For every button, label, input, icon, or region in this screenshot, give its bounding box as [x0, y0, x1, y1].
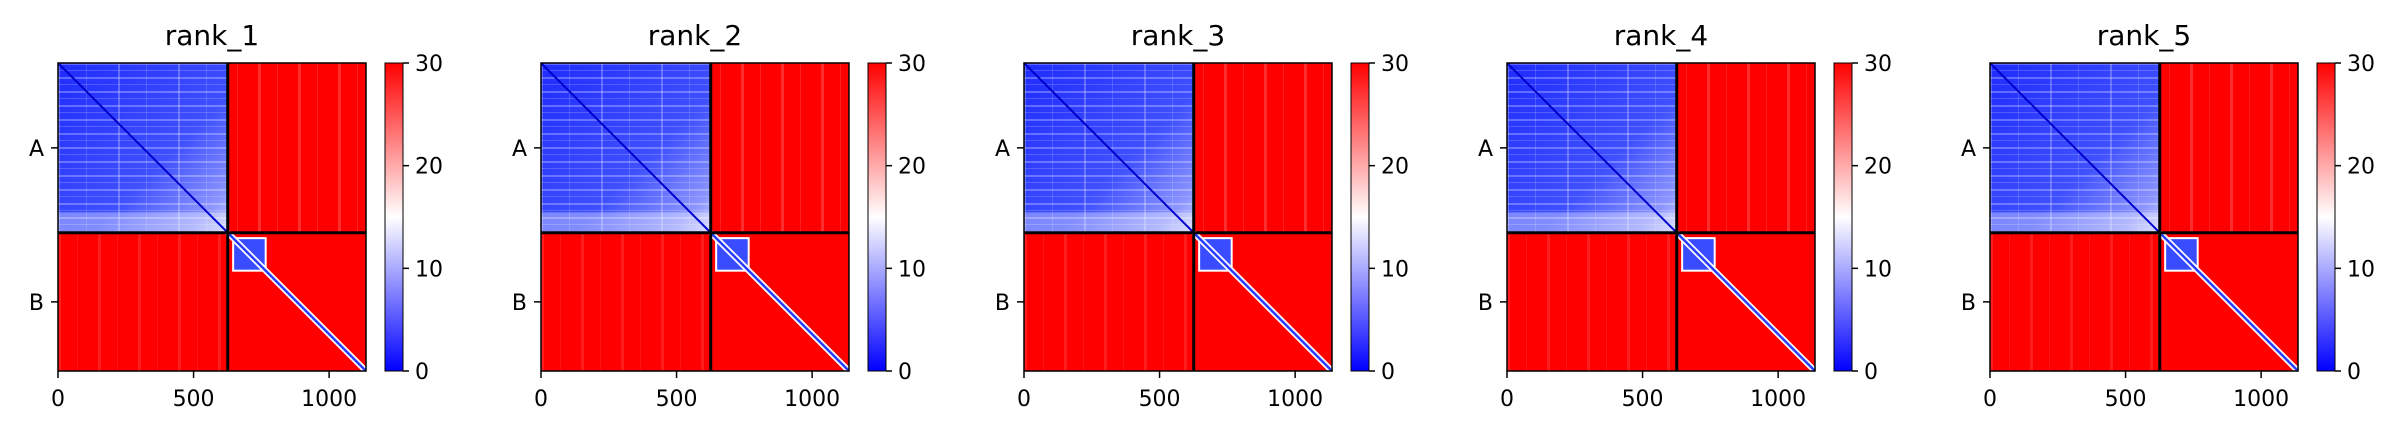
inter-chain-texture: [1676, 63, 1815, 233]
x-tick-label: 500: [1622, 387, 1664, 412]
y-segment-label: B: [1961, 291, 1976, 316]
colorbar-tick-label: 30: [1381, 52, 1409, 77]
y-segment-label: B: [512, 291, 527, 316]
heatmap-panel-2: rank_2 0 500 1000 A B 0 10 20 30: [512, 19, 926, 412]
x-tick-label: 0: [51, 387, 65, 412]
diagonal-b: [1192, 231, 1333, 372]
x-tick-label: 1000: [301, 387, 357, 412]
panel-title: rank_1: [165, 19, 259, 52]
inter-chain-texture: [1507, 232, 1677, 371]
colorbar: [2316, 62, 2336, 372]
y-segment-label: A: [512, 137, 527, 162]
intra-chain-a-edge: [1990, 212, 2160, 233]
heatmap-panel-3: rank_3 0 500 1000 A B 0 10 20 30: [995, 19, 1409, 412]
y-segment-label: B: [995, 291, 1010, 316]
intra-chain-a-edge: [541, 212, 711, 233]
y-segment-label: B: [1478, 291, 1493, 316]
colorbar-tick-label: 0: [2347, 360, 2361, 385]
x-tick-label: 0: [1017, 387, 1031, 412]
intra-chain-a-edge: [1507, 212, 1677, 233]
colorbar-tick-label: 0: [898, 360, 912, 385]
colorbar-tick-label: 10: [2347, 257, 2375, 282]
heatmap-frame: [57, 62, 367, 372]
colorbar-tick-label: 10: [1381, 257, 1409, 282]
colorbar-tick-label: 20: [2347, 155, 2375, 180]
panel-title: rank_3: [1131, 19, 1225, 52]
colorbar: [1350, 62, 1370, 372]
inter-chain-texture: [1193, 63, 1332, 233]
intra-chain-a-edge: [58, 212, 228, 233]
colorbar-tick-label: 10: [898, 257, 926, 282]
heatmap-frame: [540, 62, 850, 372]
inter-chain-texture: [710, 63, 849, 233]
diagonal-b: [226, 231, 367, 372]
diagonal-a: [540, 62, 712, 234]
inter-chain-texture: [1990, 232, 2160, 371]
y-segment-label: B: [29, 291, 44, 316]
x-tick-label: 500: [1139, 387, 1181, 412]
heatmap-area: [1989, 62, 2301, 374]
colorbar-tick-label: 20: [1381, 155, 1409, 180]
inter-chain-texture: [227, 63, 366, 233]
heatmap-area: [1506, 62, 1818, 374]
colorbar-tick-label: 10: [1864, 257, 1892, 282]
colorbar-tick-label: 20: [1864, 155, 1892, 180]
inter-chain-texture: [58, 232, 228, 371]
inter-chain-texture: [2159, 63, 2298, 233]
colorbar: [867, 62, 887, 372]
inter-chain-texture: [1024, 232, 1194, 371]
x-tick-label: 0: [1500, 387, 1514, 412]
colorbar-tick-label: 30: [898, 52, 926, 77]
x-tick-label: 0: [534, 387, 548, 412]
y-segment-label: A: [995, 137, 1010, 162]
y-segment-label: A: [29, 137, 44, 162]
x-tick-label: 1000: [1750, 387, 1806, 412]
y-segment-label: A: [1478, 137, 1493, 162]
heatmap-panel-4: rank_4 0 500 1000 A B 0 10 20 30: [1478, 19, 1892, 412]
panel-title: rank_2: [648, 19, 742, 52]
panel-title: rank_4: [1614, 19, 1708, 52]
colorbar: [1833, 62, 1853, 372]
colorbar-tick-label: 30: [2347, 52, 2375, 77]
diagonal-a: [1989, 62, 2161, 234]
colorbar-tick-label: 10: [415, 257, 443, 282]
diagonal-b: [1675, 231, 1816, 372]
diagonal-b: [2158, 231, 2299, 372]
x-tick-label: 0: [1983, 387, 1997, 412]
diagonal-a: [1506, 62, 1678, 234]
heatmap-panel-5: rank_5 0 500 1000 A B 0 10 20 30: [1961, 19, 2375, 412]
heatmap-frame: [1989, 62, 2299, 372]
diagonal-a: [1023, 62, 1195, 234]
heatmap-frame: [1023, 62, 1333, 372]
colorbar: [384, 62, 404, 372]
colorbar-tick-label: 0: [1381, 360, 1395, 385]
intra-chain-a-edge: [1024, 212, 1194, 233]
panel-title: rank_5: [2097, 19, 2191, 52]
heatmap-area: [540, 62, 852, 374]
x-tick-label: 1000: [2233, 387, 2289, 412]
heatmap-area: [57, 62, 369, 374]
colorbar-tick-label: 0: [1864, 360, 1878, 385]
x-tick-label: 500: [173, 387, 215, 412]
colorbar-tick-label: 20: [898, 155, 926, 180]
y-segment-label: A: [1961, 137, 1976, 162]
colorbar-tick-label: 30: [1864, 52, 1892, 77]
heatmap-panel-1: rank_1 0 500 1000 A B 0 10 20 30: [29, 19, 443, 412]
x-tick-label: 500: [656, 387, 698, 412]
colorbar-tick-label: 20: [415, 155, 443, 180]
x-tick-label: 1000: [1267, 387, 1323, 412]
heatmap-frame: [1506, 62, 1816, 372]
heatmap-area: [1023, 62, 1335, 374]
colorbar-tick-label: 30: [415, 52, 443, 77]
x-tick-label: 500: [2105, 387, 2147, 412]
colorbar-tick-label: 0: [415, 360, 429, 385]
inter-chain-texture: [541, 232, 711, 371]
diagonal-b: [709, 231, 850, 372]
x-tick-label: 1000: [784, 387, 840, 412]
diagonal-a: [57, 62, 229, 234]
